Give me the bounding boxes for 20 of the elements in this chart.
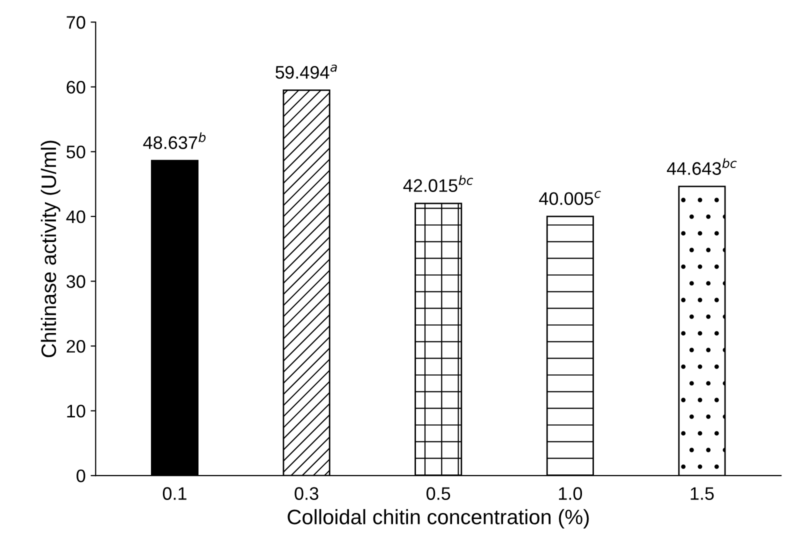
y-tick-label: 20 (66, 340, 86, 353)
y-axis-title: Chitinase activity (U/ml) (40, 140, 60, 358)
y-tick-label: 40 (66, 210, 86, 224)
y-tick-label: 70 (66, 16, 86, 29)
x-tick-label: 0.3 (294, 487, 318, 500)
x-tick-label: 0.5 (426, 487, 450, 500)
y-tick-label: 30 (66, 275, 86, 288)
data-label: 40.005$^{c}$ (539, 190, 601, 205)
x-tick-label: 0.1 (162, 487, 186, 500)
x-axis-title: Colloidal chitin concentration (%) (288, 509, 589, 528)
data-label: 48.637$^{b}$ (143, 132, 206, 150)
x-tick-label: 1.0 (558, 487, 582, 500)
y-tick-label: 50 (66, 146, 86, 158)
data-label: 59.494$^{a}$ (276, 64, 337, 79)
y-tick-label: 10 (67, 404, 86, 418)
data-label: 44.643$^{bc}$ (666, 158, 737, 175)
y-tick-label: 60 (66, 80, 86, 94)
data-label: 42.015$^{bc}$ (403, 175, 474, 192)
y-tick-label: 0 (76, 470, 86, 482)
x-tick-label: 1.5 (690, 487, 714, 500)
